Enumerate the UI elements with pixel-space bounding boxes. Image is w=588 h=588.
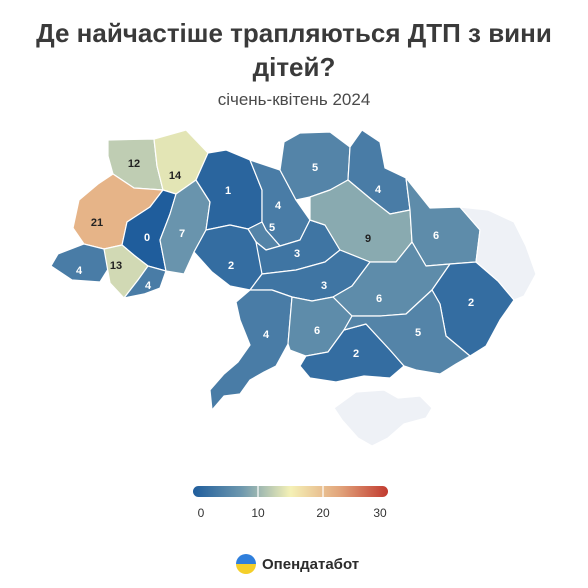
region-value-poltava: 9 [365, 233, 371, 245]
opendatabot-logo-icon [236, 554, 256, 574]
region-value-cherkasy: 3 [294, 248, 300, 260]
region-value-lviv: 21 [91, 217, 103, 229]
region-value-kyiv-city: 5 [269, 222, 275, 234]
region-chernivtsi [123, 265, 167, 299]
region-value-chernivtsi: 4 [145, 280, 152, 292]
chart-subtitle: січень-квітень 2024 [217, 90, 371, 109]
region-value-rivne: 14 [169, 170, 182, 182]
region-value-zakarpattia: 4 [76, 265, 83, 277]
region-luhansk [459, 206, 537, 301]
brand-name: Опендатабот [262, 555, 360, 573]
legend-tick-label: 0 [198, 506, 205, 520]
region-value-khmelnytskyi: 7 [179, 228, 185, 240]
region-value-vinnytsia: 2 [228, 260, 234, 272]
region-value-donetsk: 2 [468, 297, 474, 309]
region-value-odesa: 4 [263, 329, 270, 341]
legend-color-bar [193, 486, 388, 497]
region-value-ternopil: 0 [144, 232, 150, 244]
region-value-kherson: 2 [353, 348, 359, 360]
region-value-sumy: 4 [375, 184, 382, 196]
region-crimea [333, 389, 433, 447]
region-value-chernihiv: 5 [312, 162, 318, 174]
region-value-zhytomyr: 1 [225, 185, 231, 197]
region-value-zaporizhzhia: 5 [415, 327, 421, 339]
region-value-kyiv-oblast: 4 [275, 200, 282, 212]
legend-tick-label: 30 [373, 506, 387, 520]
region-value-kirovohrad: 3 [321, 280, 327, 292]
region-value-dnipropetrovsk: 6 [376, 293, 382, 305]
region-kherson [299, 323, 405, 383]
legend-tick-label: 20 [316, 506, 330, 520]
legend-tick-label: 10 [251, 506, 265, 520]
region-zaporizhzhia [343, 289, 471, 375]
brand: Опендатабот [236, 552, 359, 576]
region-value-ivano-frankivsk: 13 [110, 260, 122, 272]
region-value-kharkiv: 6 [433, 230, 439, 242]
region-value-volyn: 12 [128, 158, 140, 170]
region-value-mykolaiv: 6 [314, 325, 320, 337]
chart-title: Де найчастіше трапляються ДТП з вини діт… [36, 18, 552, 82]
